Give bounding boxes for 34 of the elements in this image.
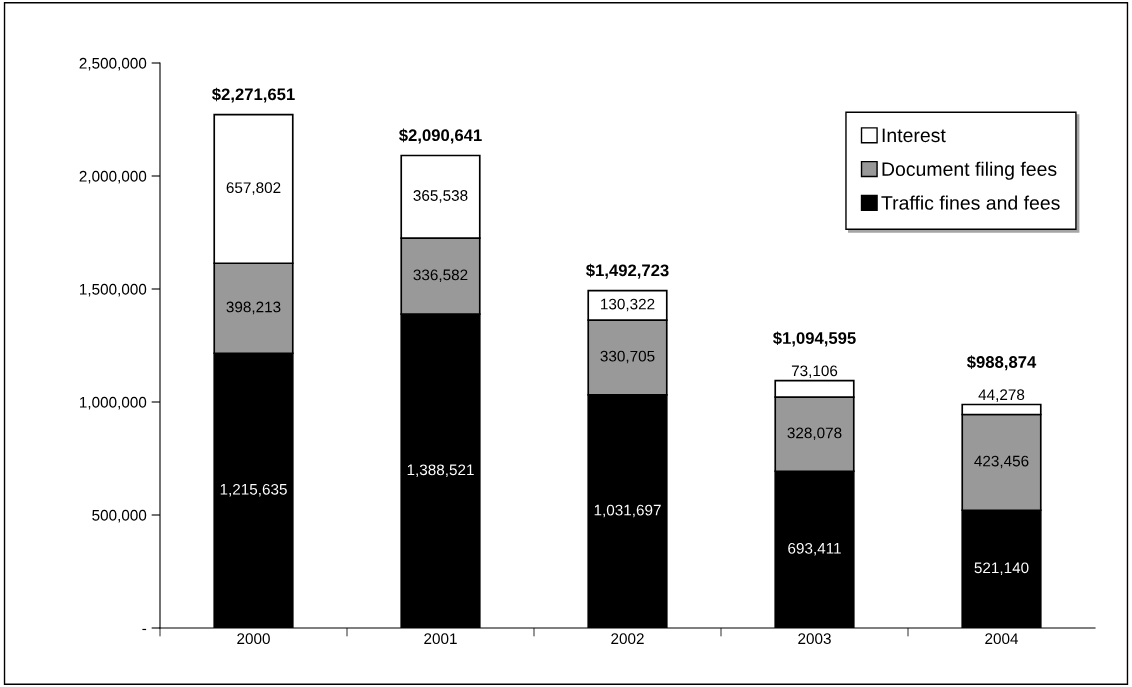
data-label: 365,538 xyxy=(413,190,468,203)
data-label: 130,322 xyxy=(601,298,655,312)
total-label: $988,874 xyxy=(966,355,1037,371)
y-tick-label: 500,000 xyxy=(92,509,147,523)
x-tick-label: 2002 xyxy=(611,633,644,645)
data-label: 1,215,635 xyxy=(220,483,287,497)
data-label: 521,140 xyxy=(974,562,1029,576)
data-label: 1,388,521 xyxy=(407,464,474,477)
data-label: 423,456 xyxy=(974,455,1029,469)
data-label: 657,802 xyxy=(226,182,281,195)
legend-label: Traffic fines and fees xyxy=(881,195,1060,210)
y-tick-label: - xyxy=(142,628,147,631)
data-label: 328,078 xyxy=(787,427,842,441)
total-label: $2,271,651 xyxy=(212,87,295,103)
legend-label: Interest xyxy=(882,128,946,143)
x-tick-label: 2001 xyxy=(424,633,457,645)
y-tick-label: 1,500,000 xyxy=(80,283,147,297)
data-label: 44,278 xyxy=(978,389,1025,402)
data-label: 330,705 xyxy=(600,350,655,364)
total-label: $1,492,723 xyxy=(586,263,669,279)
data-label: 1,031,697 xyxy=(594,504,661,518)
y-tick-label: 2,500,000 xyxy=(79,57,147,71)
data-label: 398,213 xyxy=(226,301,281,315)
x-tick-label: 2003 xyxy=(798,633,831,645)
y-tick-label: 1,000,000 xyxy=(80,396,147,410)
legend-label: Document filing fees xyxy=(882,161,1057,180)
total-label: $1,094,595 xyxy=(773,331,856,347)
x-tick-label: 2004 xyxy=(985,633,1019,645)
x-tick-label: 2000 xyxy=(237,633,270,645)
total-label: $2,090,641 xyxy=(399,128,482,144)
y-tick-label: 2,000,000 xyxy=(79,170,147,184)
data-label: 73,106 xyxy=(791,365,838,379)
data-label: 693,411 xyxy=(788,542,841,556)
data-label: 336,582 xyxy=(413,269,468,283)
